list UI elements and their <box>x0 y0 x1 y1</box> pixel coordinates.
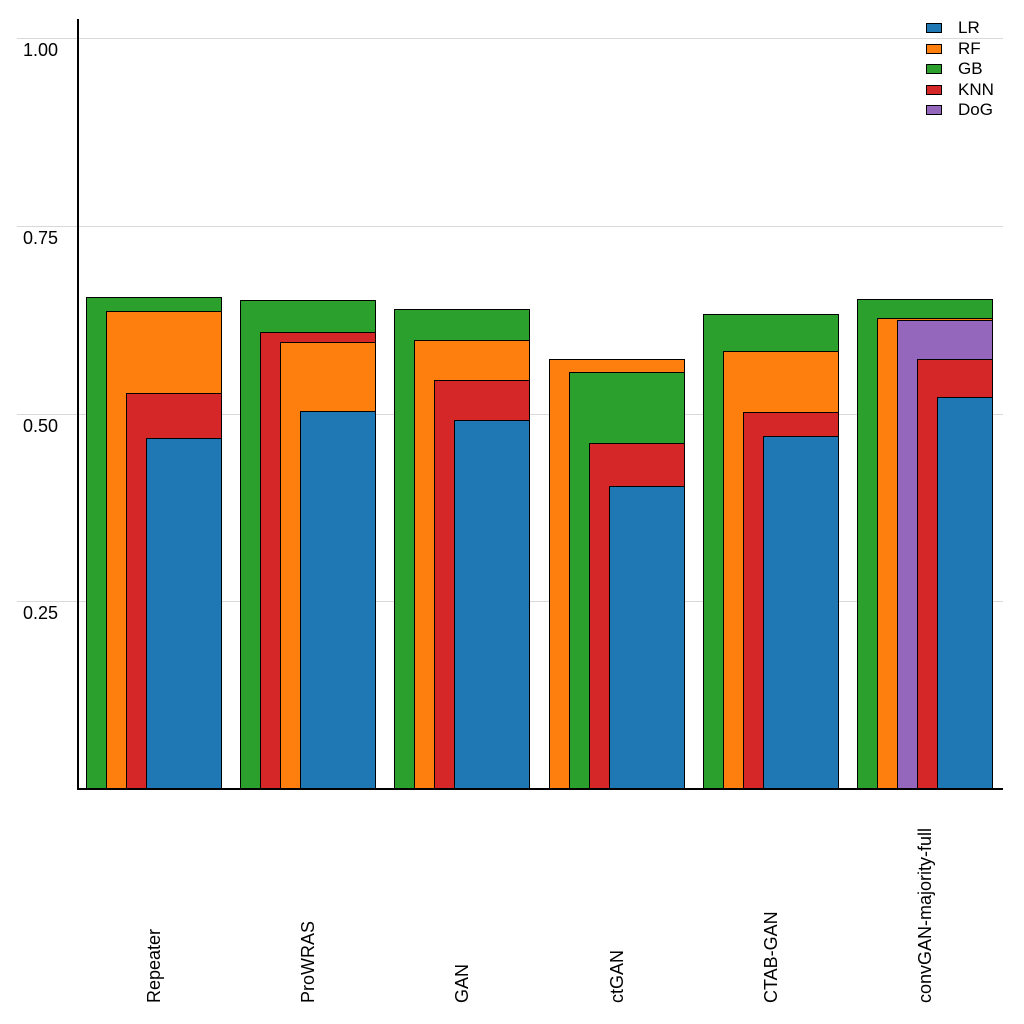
x-tick-label: ProWRAS <box>298 920 318 1003</box>
legend-swatch-DoG <box>926 105 942 115</box>
x-tick-label: GAN <box>452 963 472 1003</box>
legend-swatch-RF <box>926 43 942 54</box>
legend-label: RF <box>958 38 981 58</box>
gridline <box>17 225 1003 227</box>
legend-label: DoG <box>958 100 993 119</box>
x-tick-label: CTAB-GAN <box>761 911 781 1003</box>
x-tick-label: Repeater <box>144 928 164 1003</box>
legend-label: GB <box>958 59 983 78</box>
legend-swatch-KNN <box>926 84 942 95</box>
legend-swatch-LR <box>926 23 942 33</box>
y-tick-label: 1.00 <box>22 40 58 60</box>
gridline <box>17 38 1003 39</box>
bar-ctGAN-LR <box>609 486 685 790</box>
legend-label: LR <box>958 18 980 37</box>
bar-Repeater-LR <box>146 437 222 790</box>
bar-CTAB-GAN-LR <box>763 436 839 790</box>
y-axis-line <box>77 19 79 790</box>
legend-label: KNN <box>958 79 994 99</box>
legend-swatch-GB <box>926 64 942 74</box>
x-tick-label: convGAN-majority-full <box>915 827 935 1003</box>
y-tick-label: 0.50 <box>22 415 58 436</box>
y-tick-label: 0.25 <box>22 603 58 624</box>
bar-convGAN-majority-full-LR <box>937 396 993 790</box>
x-tick-label: ctGAN <box>607 949 627 1003</box>
bar-GAN-LR <box>454 419 530 790</box>
y-tick-label: 0.75 <box>22 227 58 248</box>
x-axis-line <box>77 788 1003 790</box>
bar-ProWRAS-LR <box>300 411 376 790</box>
